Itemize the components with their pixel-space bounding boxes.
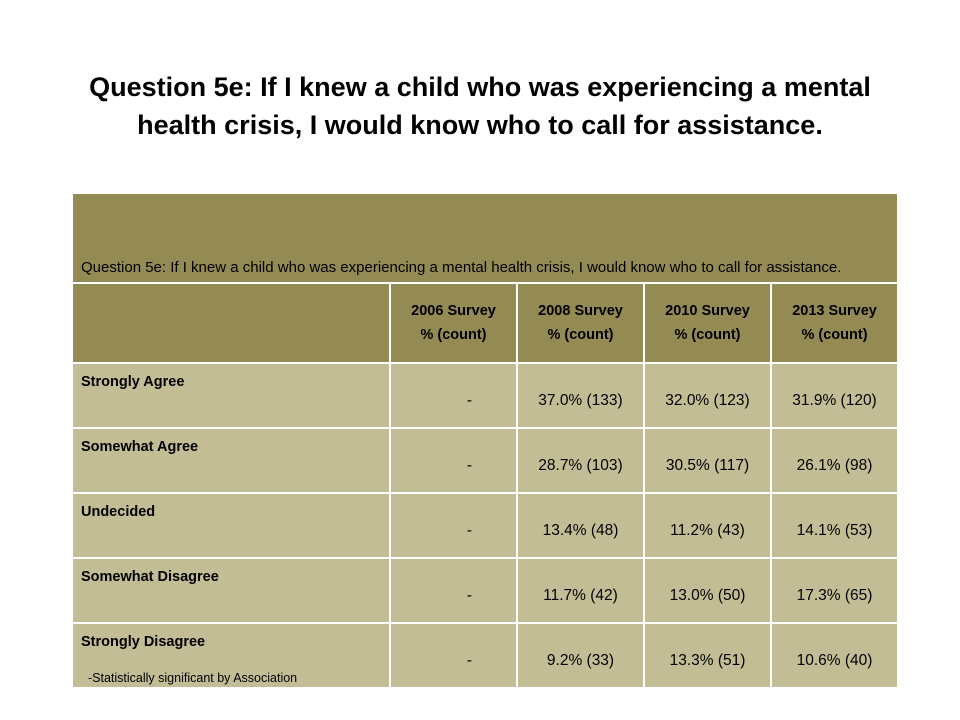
row-label: Strongly Agree [71,362,391,429]
column-header-unit: % (count) [801,327,868,343]
slide-title: Question 5e: If I knew a child who was e… [89,72,871,140]
column-header-unit: % (count) [547,327,614,343]
table-cell: 17.3% (65) [769,557,900,624]
column-header-year: 2013 Survey [792,303,877,319]
table-cell: 37.0% (133) [516,362,645,429]
table-cell: 10.6% (40) [769,622,900,689]
table-row: Strongly Disagree - 9.2% (33) 13.3% (51)… [71,622,900,689]
column-header-unit: % (count) [420,327,487,343]
row-label: Strongly Disagree [71,622,391,689]
column-header: 2006 Survey % (count) [389,282,518,364]
table-cell: - [389,427,518,494]
column-header-year: 2006 Survey [411,303,496,319]
table-cell: 9.2% (33) [516,622,645,689]
column-header-unit: % (count) [674,327,741,343]
footnote: -Statistically significant by Associatio… [88,671,298,685]
table-cell: 31.9% (120) [769,362,900,429]
table-caption: Question 5e: If I knew a child who was e… [70,192,900,284]
table-cell: 13.0% (50) [643,557,772,624]
table-row: Undecided - 13.4% (48) 11.2% (43) 14.1% … [71,492,900,559]
table-cell: - [389,362,518,429]
row-label: Somewhat Agree [71,427,391,494]
row-label: Undecided [71,492,391,559]
table-cell: - [389,492,518,559]
table-cell: - [389,622,518,689]
table-cell: - [389,557,518,624]
row-label: Somewhat Disagree [71,557,391,624]
results-table: Question 5e: If I knew a child who was e… [70,192,900,689]
table-cell: 14.1% (53) [769,492,900,559]
table-cell: 28.7% (103) [516,427,645,494]
column-header: 2010 Survey % (count) [643,282,772,364]
column-header: 2008 Survey % (count) [516,282,645,364]
table-cell: 11.7% (42) [516,557,645,624]
table-row: Somewhat Disagree - 11.7% (42) 13.0% (50… [71,557,900,624]
table-header-row: 2006 Survey % (count) 2008 Survey % (count… [71,282,900,364]
table-cell: 26.1% (98) [769,427,900,494]
column-header-year: 2008 Survey [538,303,623,319]
table-row: Strongly Agree - 37.0% (133) 32.0% (123)… [71,362,900,429]
column-header-year: 2010 Survey [665,303,750,319]
column-header: 2013 Survey % (count) [769,282,900,364]
table-caption-row: Question 5e: If I knew a child who was e… [70,192,900,284]
table-cell: 11.2% (43) [643,492,772,559]
table-row: Somewhat Agree - 28.7% (103) 30.5% (117)… [71,427,900,494]
table-cell: 32.0% (123) [643,362,772,429]
table-cell: 13.3% (51) [643,622,772,689]
table-cell: 13.4% (48) [516,492,645,559]
table-cell: 30.5% (117) [643,427,772,494]
header-empty-cell [71,282,391,364]
